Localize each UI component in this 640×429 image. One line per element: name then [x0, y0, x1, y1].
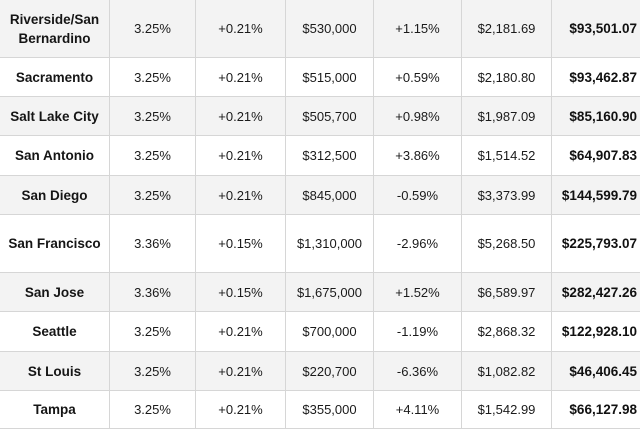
- rate-change-cell: +0.21%: [196, 391, 286, 429]
- city-cell: Seattle: [0, 312, 110, 352]
- table-row: Seattle 3.25% +0.21% $700,000 -1.19% $2,…: [0, 312, 640, 352]
- monthly-payment-cell: $1,987.09: [462, 97, 552, 136]
- table-row: San Antonio 3.25% +0.21% $312,500 +3.86%…: [0, 136, 640, 176]
- price-change-cell: -0.59%: [374, 176, 462, 215]
- price-change-cell: -2.96%: [374, 215, 462, 273]
- rate-cell: 3.36%: [110, 215, 196, 273]
- price-cell: $220,700: [286, 352, 374, 391]
- income-cell: $93,501.07: [552, 0, 640, 58]
- rate-cell: 3.25%: [110, 97, 196, 136]
- city-cell: San Jose: [0, 273, 110, 312]
- rate-cell: 3.25%: [110, 352, 196, 391]
- monthly-payment-cell: $3,373.99: [462, 176, 552, 215]
- income-cell: $122,928.10: [552, 312, 640, 352]
- price-cell: $1,675,000: [286, 273, 374, 312]
- city-cell: Riverside/San Bernardino: [0, 0, 110, 58]
- price-cell: $700,000: [286, 312, 374, 352]
- price-change-cell: +1.52%: [374, 273, 462, 312]
- price-cell: $530,000: [286, 0, 374, 58]
- rate-cell: 3.25%: [110, 312, 196, 352]
- table-row: San Diego 3.25% +0.21% $845,000 -0.59% $…: [0, 176, 640, 215]
- price-change-cell: +1.15%: [374, 0, 462, 58]
- price-change-cell: -1.19%: [374, 312, 462, 352]
- rate-change-cell: +0.21%: [196, 176, 286, 215]
- city-cell: Salt Lake City: [0, 97, 110, 136]
- price-change-cell: -6.36%: [374, 352, 462, 391]
- table-row: Salt Lake City 3.25% +0.21% $505,700 +0.…: [0, 97, 640, 136]
- table-row: San Jose 3.36% +0.15% $1,675,000 +1.52% …: [0, 273, 640, 312]
- monthly-payment-cell: $1,082.82: [462, 352, 552, 391]
- rate-change-cell: +0.21%: [196, 97, 286, 136]
- monthly-payment-cell: $1,542.99: [462, 391, 552, 429]
- price-change-cell: +0.98%: [374, 97, 462, 136]
- rate-cell: 3.25%: [110, 58, 196, 97]
- price-change-cell: +4.11%: [374, 391, 462, 429]
- table-row: Riverside/San Bernardino 3.25% +0.21% $5…: [0, 0, 640, 58]
- rate-cell: 3.25%: [110, 176, 196, 215]
- price-cell: $515,000: [286, 58, 374, 97]
- price-change-cell: +3.86%: [374, 136, 462, 176]
- table-row: St Louis 3.25% +0.21% $220,700 -6.36% $1…: [0, 352, 640, 391]
- income-cell: $225,793.07: [552, 215, 640, 273]
- table-row: San Francisco 3.36% +0.15% $1,310,000 -2…: [0, 215, 640, 273]
- income-cell: $144,599.79: [552, 176, 640, 215]
- rate-cell: 3.25%: [110, 0, 196, 58]
- price-cell: $355,000: [286, 391, 374, 429]
- city-cell: St Louis: [0, 352, 110, 391]
- price-cell: $845,000: [286, 176, 374, 215]
- rate-change-cell: +0.21%: [196, 312, 286, 352]
- income-cell: $46,406.45: [552, 352, 640, 391]
- rate-change-cell: +0.21%: [196, 136, 286, 176]
- rate-change-cell: +0.15%: [196, 215, 286, 273]
- table-row: Sacramento 3.25% +0.21% $515,000 +0.59% …: [0, 58, 640, 97]
- city-cell: San Francisco: [0, 215, 110, 273]
- table-row: Tampa 3.25% +0.21% $355,000 +4.11% $1,54…: [0, 391, 640, 429]
- rate-cell: 3.36%: [110, 273, 196, 312]
- rate-cell: 3.25%: [110, 136, 196, 176]
- rate-cell: 3.25%: [110, 391, 196, 429]
- income-cell: $85,160.90: [552, 97, 640, 136]
- income-cell: $64,907.83: [552, 136, 640, 176]
- income-cell: $282,427.26: [552, 273, 640, 312]
- income-cell: $66,127.98: [552, 391, 640, 429]
- monthly-payment-cell: $1,514.52: [462, 136, 552, 176]
- price-cell: $312,500: [286, 136, 374, 176]
- city-cell: San Diego: [0, 176, 110, 215]
- city-cell: Tampa: [0, 391, 110, 429]
- income-cell: $93,462.87: [552, 58, 640, 97]
- monthly-payment-cell: $6,589.97: [462, 273, 552, 312]
- price-cell: $505,700: [286, 97, 374, 136]
- monthly-payment-cell: $2,181.69: [462, 0, 552, 58]
- price-change-cell: +0.59%: [374, 58, 462, 97]
- monthly-payment-cell: $2,180.80: [462, 58, 552, 97]
- city-cell: San Antonio: [0, 136, 110, 176]
- rate-change-cell: +0.21%: [196, 0, 286, 58]
- monthly-payment-cell: $5,268.50: [462, 215, 552, 273]
- rate-change-cell: +0.21%: [196, 352, 286, 391]
- rate-change-cell: +0.15%: [196, 273, 286, 312]
- monthly-payment-cell: $2,868.32: [462, 312, 552, 352]
- rate-change-cell: +0.21%: [196, 58, 286, 97]
- city-cell: Sacramento: [0, 58, 110, 97]
- price-cell: $1,310,000: [286, 215, 374, 273]
